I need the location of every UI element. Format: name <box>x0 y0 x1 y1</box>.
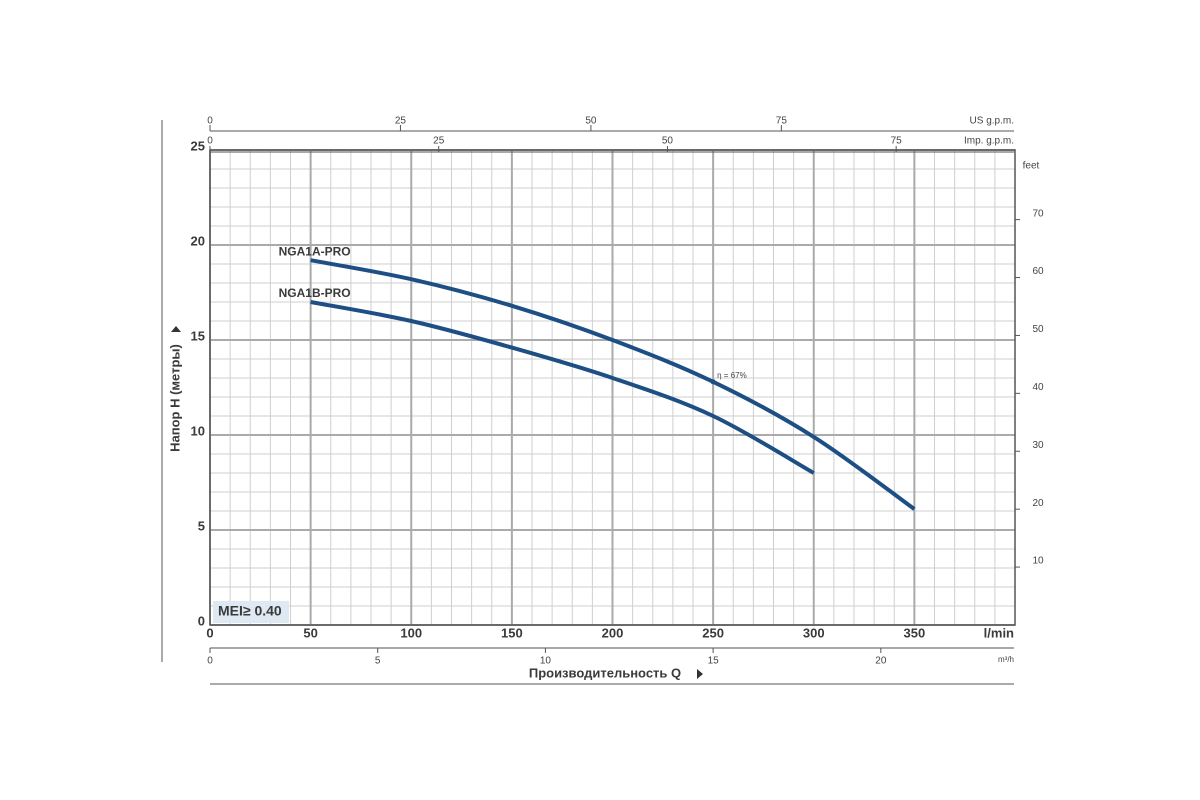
top-tick-label: 0 <box>207 116 213 127</box>
plot-frame <box>209 149 1016 626</box>
bottom-tick-label: 0 <box>207 656 213 667</box>
y2-tick-label: 60 <box>1032 266 1044 277</box>
y-tick-label: 20 <box>191 233 205 248</box>
top-tick-label: 50 <box>662 136 674 147</box>
bottom-tick-label: 15 <box>708 656 720 667</box>
y2-tick-label: 70 <box>1032 208 1044 219</box>
y2-tick-label: 20 <box>1032 498 1044 509</box>
y-axis-label: Напор H (метры) <box>167 344 182 452</box>
series-label: NGA1A-PRO <box>279 244 351 258</box>
curve <box>310 258 916 511</box>
y-tick-label: 10 <box>191 423 205 438</box>
top-tick-label: 0 <box>207 136 213 147</box>
top-tick-label: 75 <box>891 136 903 147</box>
y2-tick-label: 30 <box>1032 440 1044 451</box>
x-unit-label: l/min <box>984 625 1014 640</box>
y2-unit-label: feet <box>1023 161 1040 172</box>
x-tick-label: 350 <box>904 625 926 640</box>
x-tick-label: 150 <box>501 625 523 640</box>
y2-tick-label: 40 <box>1032 382 1044 393</box>
curve <box>310 300 815 475</box>
top-axis-unit: Imp. g.p.m. <box>964 136 1014 147</box>
arrow <box>697 669 703 679</box>
top-tick-label: 25 <box>433 136 445 147</box>
annotation-point <box>710 379 716 385</box>
y-tick-label: 15 <box>191 328 205 343</box>
y-tick-label: 5 <box>198 518 205 533</box>
bottom-tick-label: 20 <box>875 656 887 667</box>
top-tick-label: 50 <box>585 116 597 127</box>
badge-box <box>213 601 289 623</box>
badge: MEI≥ 0.40 <box>218 603 282 619</box>
bottom-tick-label: 10 <box>540 656 552 667</box>
x-axis-label: Производительность Q <box>529 665 681 680</box>
x-tick-label: 250 <box>702 625 724 640</box>
series-label: NGA1B-PRO <box>279 286 351 300</box>
y2-tick-label: 50 <box>1032 324 1044 335</box>
bottom-axis-unit: m³/h <box>998 655 1014 664</box>
top-axis-unit: US g.p.m. <box>970 116 1014 127</box>
bottom-tick-label: 5 <box>375 656 381 667</box>
x-tick-label: 300 <box>803 625 825 640</box>
x-tick-label: 0 <box>206 625 213 640</box>
x-tick-label: 50 <box>303 625 317 640</box>
y-tick-label: 25 <box>191 138 205 153</box>
annotation: η = 67% <box>717 371 747 380</box>
y2-tick-label: 10 <box>1032 556 1044 567</box>
top-tick-label: 75 <box>776 116 788 127</box>
arrow <box>171 326 181 332</box>
y-tick-label: 0 <box>198 613 205 628</box>
x-tick-label: 200 <box>602 625 624 640</box>
top-tick-label: 25 <box>395 116 407 127</box>
x-tick-label: 100 <box>400 625 422 640</box>
